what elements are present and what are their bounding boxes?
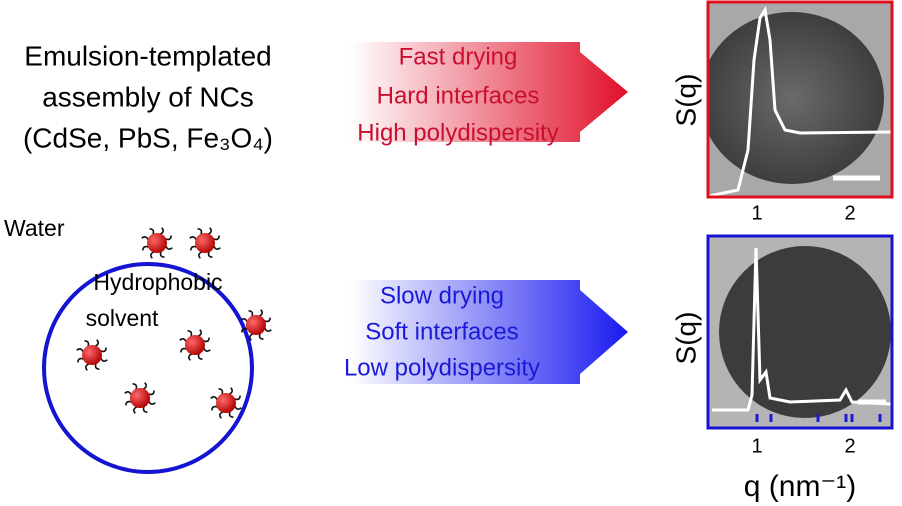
nanoparticle [189,227,221,259]
arrow-shape [350,280,628,384]
x-axis-label: q (nm⁻¹) [744,470,857,503]
peak-markers [755,414,882,422]
y-axis-label: S(q) [670,74,701,127]
title-line: assembly of NCs [42,81,254,112]
ligand [207,227,212,236]
tem-image [709,3,891,196]
nanoparticle-core [246,315,266,335]
ligand [133,405,138,414]
nanoparticle-core [195,233,215,253]
ligand [219,410,224,419]
nanoparticle [124,382,156,414]
ligand [228,387,233,396]
ligand [164,245,173,250]
nanoparticle-core [147,233,167,253]
nanoparticle-core [185,335,205,355]
ligand [142,382,147,391]
ligand [94,339,99,348]
arrow-text: Slow drying [380,282,504,309]
ligand [197,329,202,338]
water-label: Water [4,215,65,241]
x-tick-label: 1 [751,435,762,457]
ligand [233,405,242,410]
ligand [210,396,219,401]
ligand [202,347,211,352]
arrow-text: Soft interfaces [365,318,518,345]
arrow-text: Fast drying [399,43,518,70]
y-axis-label: S(q) [670,312,701,365]
x-tick-label: 1 [751,202,762,224]
nanoparticle [210,387,242,419]
ligand [159,227,164,236]
ligand [188,352,193,361]
nanoparticle [141,227,173,259]
droplet [42,262,254,474]
nanoparticle-core [130,388,150,408]
ligand [150,250,155,259]
ligand [99,357,108,362]
ligand [85,362,90,371]
scattering-curve [712,247,891,412]
arrow [350,42,628,142]
ligand [258,309,263,318]
nanoparticle-core [82,345,102,365]
ligand [212,245,221,250]
nanoparticle [240,309,272,341]
ligand [198,250,203,259]
tem-image [709,237,891,427]
plot-frame [706,234,894,430]
solvent-label: solvent [86,305,159,331]
x-tick-label: 2 [844,202,855,224]
title-line: (CdSe, PbS, Fe₃O₄) [23,122,273,153]
ligand [249,332,254,341]
x-tick-label: 2 [844,435,855,457]
nanoparticle-core [216,393,236,413]
ligand [179,338,188,343]
plot-frame [706,0,894,199]
ligand [189,236,198,241]
tem-particle [709,12,884,184]
ligand [141,236,150,241]
arrow-text: Low polydispersity [344,354,540,381]
solvent-label: Hydrophobic [93,269,222,295]
nanoparticles [76,227,272,419]
arrow-shape [350,42,628,142]
scattering-curve [709,5,891,196]
arrow-text: Hard interfaces [377,82,540,109]
tem-particle [719,246,891,418]
ligand [263,327,272,332]
nanoparticle [179,329,211,361]
ligand [76,348,85,353]
title-line: Emulsion-templated [24,40,271,71]
ligand [124,391,133,396]
arrow [350,280,628,384]
ligand [147,400,156,405]
arrow-text: High polydispersity [357,119,558,146]
nanoparticle [76,339,108,371]
